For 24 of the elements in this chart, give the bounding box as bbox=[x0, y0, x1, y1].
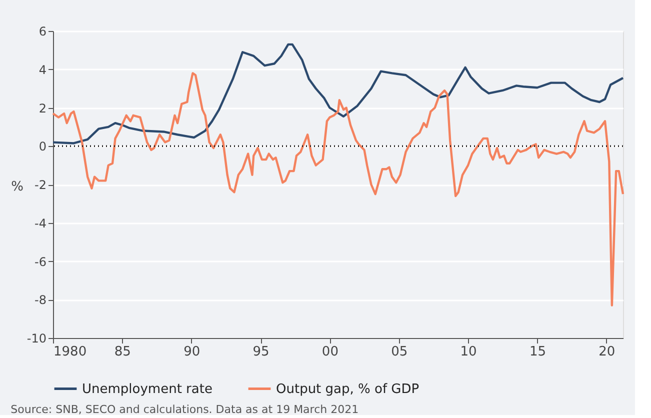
y-tick-label: -6 bbox=[34, 254, 46, 269]
y-tick-label: -8 bbox=[34, 293, 46, 308]
x-tick-label: 95 bbox=[252, 344, 270, 360]
y-tick-label: 6 bbox=[38, 24, 46, 38]
y-tick-label: 4 bbox=[38, 62, 46, 77]
y-tick-label: -2 bbox=[34, 178, 46, 192]
x-tick-label: 90 bbox=[184, 344, 200, 360]
legend-label: Unemployment rate bbox=[82, 382, 212, 397]
line-series bbox=[52, 72, 624, 306]
y-tick-label: 0 bbox=[38, 140, 46, 154]
x-tick-label: 00 bbox=[322, 344, 338, 360]
x-tick-label: 20 bbox=[598, 344, 616, 360]
y-axis-title: % bbox=[11, 180, 24, 194]
y-tick-label: -4 bbox=[34, 216, 46, 230]
x-tick-label: 15 bbox=[529, 344, 546, 360]
x-tick-label: 1980 bbox=[54, 344, 87, 360]
source-note: Source: SNB, SECO and calculations. Data as at 19 March 2021 bbox=[10, 403, 359, 416]
line-series bbox=[52, 43, 624, 144]
x-tick-label: 10 bbox=[460, 344, 477, 360]
y-tick-label: 2 bbox=[38, 101, 46, 116]
y-tick-label: -10 bbox=[26, 332, 46, 346]
x-tick-label: 85 bbox=[114, 344, 131, 360]
legend-label: Output gap, % of GDP bbox=[276, 382, 420, 397]
x-tick-label: 05 bbox=[391, 344, 408, 360]
